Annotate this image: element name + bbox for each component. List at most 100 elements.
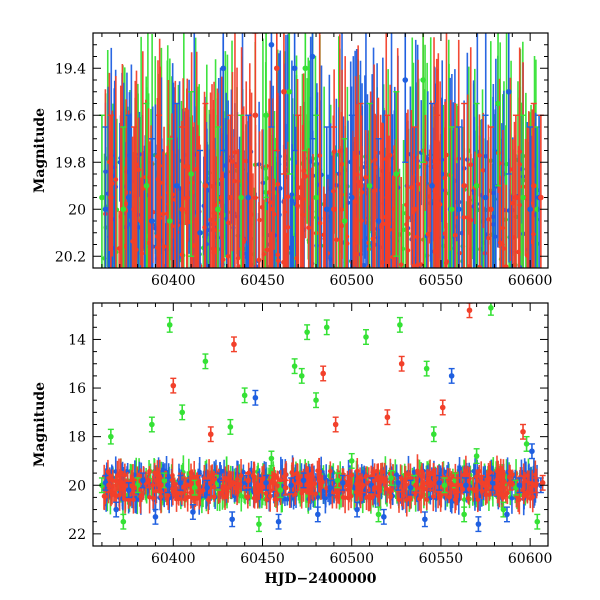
data-point xyxy=(277,487,284,493)
x-tick-label: 60500 xyxy=(329,273,374,289)
data-point xyxy=(520,428,526,435)
top-series-red xyxy=(107,33,544,268)
data-point xyxy=(489,480,496,486)
data-point xyxy=(195,480,202,486)
data-point xyxy=(402,77,409,83)
data-point xyxy=(108,433,114,440)
data-point xyxy=(313,194,319,201)
data-point xyxy=(375,218,382,224)
data-point xyxy=(463,482,469,489)
top-series-green xyxy=(98,33,541,268)
data-point xyxy=(439,404,446,411)
data-point xyxy=(106,482,112,489)
data-point xyxy=(473,182,480,189)
data-point xyxy=(527,206,533,213)
data-point xyxy=(108,194,114,201)
data-point xyxy=(507,480,514,486)
y-tick-label: 18 xyxy=(68,430,86,446)
data-point xyxy=(177,480,184,486)
data-point xyxy=(345,480,351,486)
data-point xyxy=(207,431,214,438)
y-tick-label: 19.4 xyxy=(55,61,86,77)
data-point xyxy=(375,511,382,518)
data-point xyxy=(220,65,227,72)
data-point xyxy=(331,206,337,213)
data-point xyxy=(216,477,223,484)
top-panel: 60400 60450 60500 60550 60600 19.4 19.6 19.8 20 2… xyxy=(32,32,553,289)
data-point xyxy=(202,358,209,365)
data-point xyxy=(372,484,378,491)
data-point xyxy=(448,373,455,379)
data-point xyxy=(116,480,123,486)
data-point xyxy=(516,482,523,489)
data-point xyxy=(252,394,259,401)
y-axis-title: Magnitude xyxy=(32,382,48,467)
data-point xyxy=(170,382,177,389)
data-point xyxy=(166,322,173,328)
data-point xyxy=(149,218,155,224)
data-point xyxy=(245,194,252,201)
data-point xyxy=(257,482,264,489)
data-point xyxy=(539,480,546,486)
data-point xyxy=(384,194,391,201)
data-point xyxy=(393,171,400,177)
data-point xyxy=(179,206,186,213)
data-point xyxy=(302,65,309,72)
data-point xyxy=(99,194,105,201)
data-point xyxy=(436,480,442,486)
data-point xyxy=(455,206,462,213)
data-point xyxy=(204,484,210,491)
data-point xyxy=(131,206,137,213)
data-point xyxy=(191,484,198,491)
data-point xyxy=(220,484,227,491)
data-point xyxy=(188,171,194,177)
data-point xyxy=(348,194,355,201)
data-point xyxy=(505,88,512,95)
y-tick-label: 19.8 xyxy=(55,155,86,171)
data-point xyxy=(143,182,150,189)
x-tick-label: 60500 xyxy=(329,551,374,567)
data-point xyxy=(256,521,262,527)
data-point xyxy=(238,194,244,201)
data-point xyxy=(182,482,189,489)
bottom-series-red xyxy=(106,303,546,496)
data-point xyxy=(288,482,294,489)
data-point xyxy=(473,453,480,459)
x-tick-label: 60600 xyxy=(508,551,553,567)
data-point xyxy=(166,218,173,224)
data-point xyxy=(340,480,346,486)
data-point xyxy=(332,421,339,428)
y-tick-label: 20 xyxy=(68,202,86,218)
bottom-panel: 60400 60450 60500 60550 60600 14 16 18 20 22 Magni… xyxy=(32,302,553,587)
data-point xyxy=(534,518,541,525)
data-point xyxy=(120,518,127,525)
data-point xyxy=(341,218,348,224)
data-point xyxy=(231,341,237,348)
data-point xyxy=(431,431,437,438)
x-tick-label: 60450 xyxy=(240,273,285,289)
data-point xyxy=(320,370,326,377)
data-point xyxy=(357,182,364,189)
y-tick-label: 16 xyxy=(68,381,86,397)
data-point xyxy=(286,88,293,95)
data-point xyxy=(140,477,146,484)
data-point xyxy=(500,506,507,513)
data-point xyxy=(532,482,539,489)
data-point xyxy=(270,480,277,486)
data-point xyxy=(298,373,305,379)
y-tick-label: 14 xyxy=(68,332,86,348)
data-point xyxy=(252,112,259,119)
x-tick-label: 60600 xyxy=(508,273,553,289)
top-dense-band xyxy=(102,33,540,268)
data-point xyxy=(493,484,500,491)
data-point xyxy=(475,521,482,527)
data-point xyxy=(384,414,391,421)
data-point xyxy=(423,365,430,372)
data-point xyxy=(523,441,530,447)
data-point xyxy=(482,194,489,201)
data-point xyxy=(395,480,401,486)
data-point xyxy=(520,194,526,201)
data-point xyxy=(179,409,186,416)
x-axis-title: HJD−2400000 xyxy=(265,571,377,587)
data-point xyxy=(381,514,387,520)
